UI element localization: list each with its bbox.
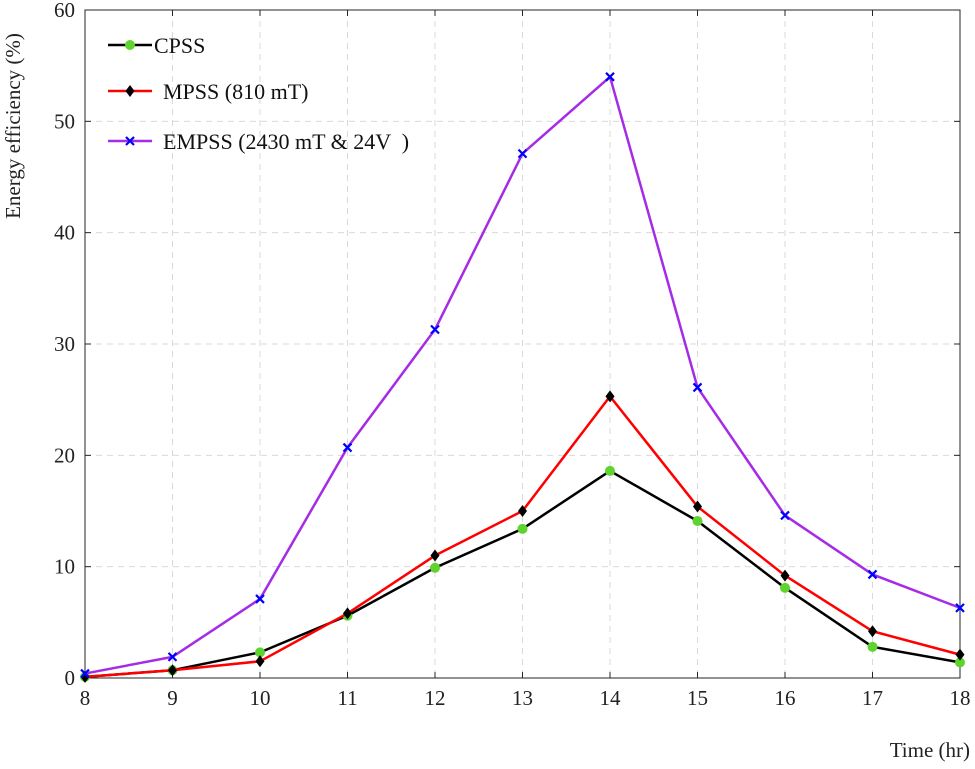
legend-item-2: EMPSS (2430 mT & 24V )	[108, 129, 409, 154]
data-point-1	[255, 655, 265, 668]
y-tick-label: 40	[54, 221, 75, 245]
x-tick-label: 14	[600, 686, 622, 710]
series-line-1	[84, 395, 961, 679]
grid	[85, 10, 960, 678]
x-tick-label: 13	[512, 686, 533, 710]
data-point-1	[868, 625, 877, 638]
data-point-1	[518, 505, 527, 517]
data-point-2-stroke-b	[867, 569, 878, 580]
x-tick-label: 18	[950, 686, 971, 710]
data-point-0	[780, 582, 790, 593]
data-point-2-stroke-b	[955, 603, 965, 613]
x-tick-label: 11	[337, 686, 357, 710]
data-point-1	[168, 664, 177, 677]
series-1	[80, 390, 965, 683]
tick-labels: 8 9 10 11 12 13 14 15 16 17 18 0 10 20 30 40 50 60	[54, 0, 971, 710]
data-point-2	[430, 324, 440, 335]
legend-label-0: CPSS	[154, 33, 205, 58]
data-point-2-stroke-b	[517, 148, 528, 159]
series-2	[80, 72, 965, 679]
legend-item-1: MPSS (810 mT)	[108, 79, 308, 104]
data-point-2	[955, 603, 965, 613]
data-point-1	[693, 500, 702, 513]
x-tick-label: 15	[687, 686, 708, 710]
data-point-2	[605, 72, 615, 82]
series	[80, 72, 965, 683]
data-point-0	[867, 641, 878, 652]
data-point-2-stroke-b	[605, 72, 615, 82]
y-tick-label: 60	[54, 0, 75, 22]
y-axis-title: Energy efficiency (%)	[1, 33, 25, 219]
y-tick-label: 30	[54, 332, 75, 356]
data-point-2	[867, 569, 878, 580]
data-point-2	[517, 148, 528, 159]
data-point-1	[605, 390, 615, 403]
data-point-2	[80, 668, 90, 679]
data-point-2-stroke-b	[80, 668, 90, 679]
legend-label-2: EMPSS (2430 mT & 24V )	[163, 129, 409, 154]
x-tick-label: 17	[862, 686, 883, 710]
x-tick-label: 9	[167, 686, 178, 710]
legend: CPSS MPSS (810 mT) EMPSS (2430 mT & 24V )	[108, 33, 409, 154]
legend-label-1: MPSS (810 mT)	[163, 79, 308, 104]
data-point-2	[255, 594, 265, 604]
legend-marker-1	[125, 85, 135, 97]
legend-marker-0	[125, 40, 135, 50]
data-point-0	[517, 523, 528, 534]
data-point-0	[692, 516, 703, 527]
data-point-0	[430, 562, 440, 573]
data-point-2-stroke-b	[167, 652, 178, 662]
x-tick-label: 16	[775, 686, 796, 710]
data-point-2-stroke-b	[780, 510, 790, 521]
y-tick-label: 0	[65, 666, 76, 690]
data-point-2	[342, 442, 353, 453]
x-tick-label: 12	[425, 686, 446, 710]
x-tick-label: 8	[80, 686, 91, 710]
data-point-1	[780, 569, 790, 582]
data-point-2	[167, 652, 178, 662]
data-point-2-stroke-b	[692, 382, 703, 393]
y-tick-label: 50	[54, 109, 75, 133]
y-tick-label: 10	[54, 555, 75, 579]
legend-marker-2-stroke-b	[125, 136, 135, 146]
legend-item-0: CPSS	[108, 33, 205, 58]
data-point-2-stroke-b	[342, 442, 353, 453]
data-point-2	[780, 510, 790, 521]
data-point-2	[692, 382, 703, 393]
data-point-0	[605, 465, 615, 476]
legend-marker-2	[125, 136, 135, 146]
data-point-1	[430, 549, 440, 562]
data-point-2-stroke-b	[255, 594, 265, 604]
x-axis-title: Time (hr)	[890, 738, 970, 762]
y-tick-label: 20	[54, 443, 75, 467]
data-point-2-stroke-b	[430, 324, 440, 335]
x-tick-label: 10	[250, 686, 271, 710]
data-point-1	[955, 648, 965, 661]
data-point-1	[343, 607, 352, 620]
